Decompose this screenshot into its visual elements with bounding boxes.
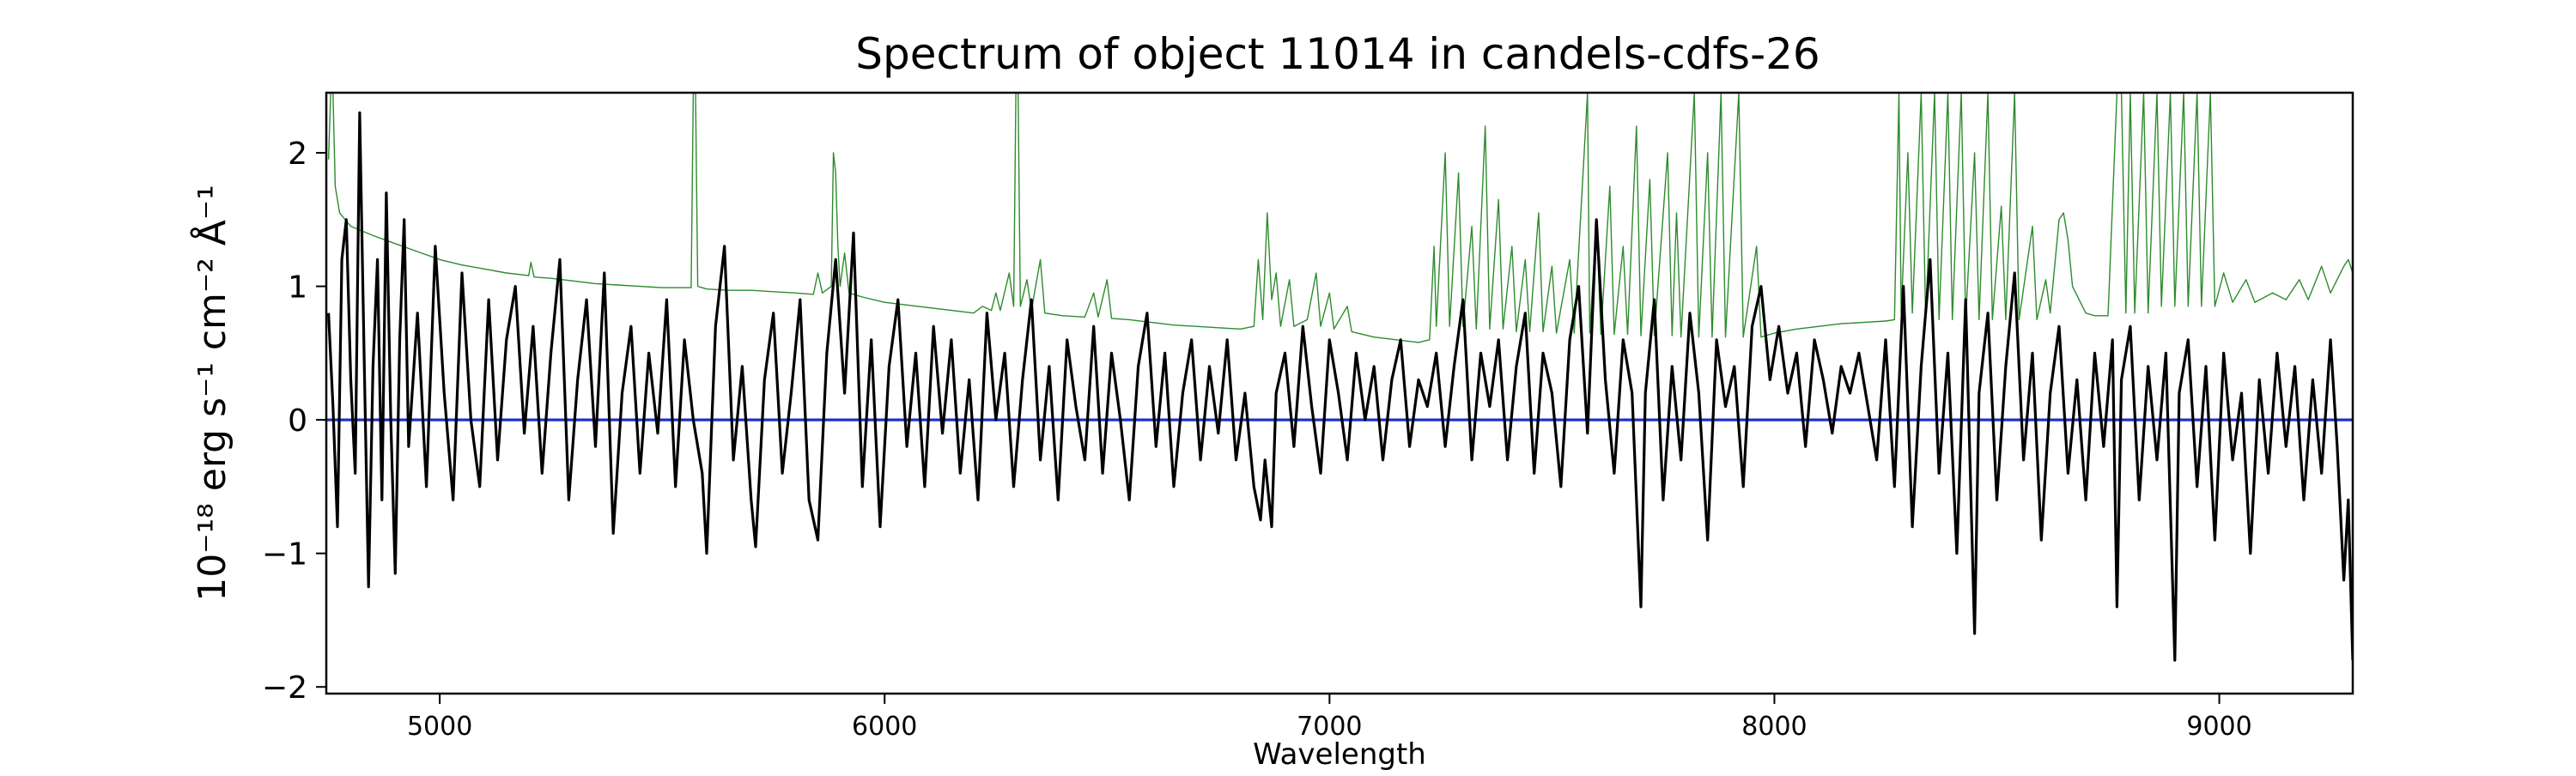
x-tick-label: 6000 <box>852 712 917 742</box>
y-tick-label: 2 <box>288 136 307 172</box>
noise-series-line <box>327 93 2353 343</box>
x-axis-label: Wavelength <box>1253 737 1426 772</box>
y-tick-label: 1 <box>288 270 307 306</box>
x-tick-label: 5000 <box>407 712 472 742</box>
y-axis-label: 10⁻¹⁸ erg s⁻¹ cm⁻² Å⁻¹ <box>189 185 234 601</box>
y-tick-label: 0 <box>288 403 307 439</box>
plot-frame <box>325 91 2354 695</box>
x-tick-label: 7000 <box>1297 712 1362 742</box>
series-layer <box>326 93 2353 662</box>
y-tick-label: −1 <box>262 537 307 573</box>
y-tick-label: −2 <box>262 670 307 706</box>
x-tick-label: 9000 <box>2186 712 2251 742</box>
x-tick-label: 8000 <box>1741 712 1807 742</box>
x-axis: 5000 6000 7000 8000 9000 <box>407 694 2252 742</box>
y-axis: −2 −1 0 1 2 <box>262 136 326 706</box>
flux-series-line <box>327 111 2353 662</box>
chart-title: Spectrum of object 11014 in candels-cdfs… <box>855 29 1820 79</box>
